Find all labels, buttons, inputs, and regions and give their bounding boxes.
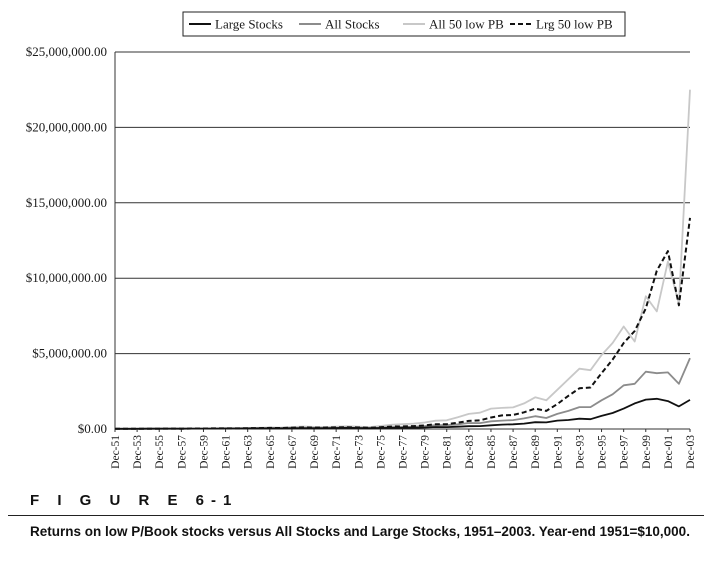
y-tick-label: $25,000,000.00 — [26, 44, 107, 59]
x-tick-label: Dec-97 — [619, 435, 631, 469]
axes — [114, 52, 691, 432]
x-tick-label: Dec-93 — [574, 435, 586, 469]
y-tick-label: $15,000,000.00 — [26, 195, 107, 210]
y-tick-label: $5,000,000.00 — [32, 346, 107, 361]
series-line-lrg-50-low-pb — [115, 217, 691, 430]
x-tick-label: Dec-95 — [597, 435, 609, 469]
series-line-all-50-low-pb — [115, 89, 691, 430]
x-tick-label: Dec-03 — [685, 435, 697, 469]
x-tick-label: Dec-83 — [464, 435, 476, 469]
x-tick-labels: Dec-51 Dec-53 Dec-55 Dec-57 Dec-59 Dec-61 Dec-… — [110, 435, 697, 469]
x-tick-label: Dec-67 — [287, 435, 299, 469]
series-line-all-stocks — [115, 357, 691, 430]
y-tick-label: $0.00 — [78, 421, 107, 436]
x-tick-label: Dec-87 — [508, 435, 520, 469]
x-tick-label: Dec-99 — [641, 435, 653, 469]
legend-label: All 50 low PB — [429, 17, 504, 32]
caption-divider — [8, 515, 704, 516]
x-tick-label: Dec-71 — [331, 435, 343, 469]
figure-label: F I G U R E 6-1 — [30, 492, 239, 509]
x-tick-label: Dec-01 — [663, 435, 675, 469]
x-tick-label: Dec-91 — [552, 435, 564, 469]
series-lines — [115, 89, 691, 430]
x-tick-label: Dec-65 — [265, 435, 277, 469]
x-tick-label: Dec-61 — [221, 435, 233, 469]
x-tick-label: Dec-75 — [375, 435, 387, 469]
legend-label: Large Stocks — [215, 17, 283, 32]
x-tick-label: Dec-77 — [398, 435, 410, 469]
x-tick-label: Dec-79 — [420, 435, 432, 469]
series-line-large-stocks — [115, 397, 691, 430]
legend: Large Stocks All Stocks All 50 low PB Lrg 5… — [182, 11, 626, 37]
x-tick-label: Dec-51 — [110, 435, 122, 469]
x-tick-label: Dec-57 — [176, 435, 188, 469]
x-tick-label: Dec-81 — [442, 435, 454, 469]
legend-label: All Stocks — [325, 17, 380, 32]
x-tick-label: Dec-69 — [309, 435, 321, 469]
line-chart: $0.00 $5,000,000.00 $10,000,000.00 $15,000,… — [26, 11, 697, 469]
legend-label: Lrg 50 low PB — [536, 17, 613, 32]
x-tick-label: Dec-73 — [353, 435, 365, 469]
x-tick-label: Dec-63 — [243, 435, 255, 469]
x-tick-label: Dec-53 — [132, 435, 144, 469]
gridlines — [115, 51, 690, 430]
y-tick-label: $10,000,000.00 — [26, 270, 107, 285]
x-tick-label: Dec-55 — [154, 435, 166, 469]
y-tick-label: $20,000,000.00 — [26, 119, 107, 134]
figure-caption: Returns on low P/Book stocks versus All … — [30, 524, 690, 539]
x-tick-label: Dec-85 — [486, 435, 498, 469]
x-tick-label: Dec-59 — [198, 435, 210, 469]
y-tick-labels: $0.00 $5,000,000.00 $10,000,000.00 $15,000,… — [26, 44, 107, 436]
x-tick-label: Dec-89 — [530, 435, 542, 469]
